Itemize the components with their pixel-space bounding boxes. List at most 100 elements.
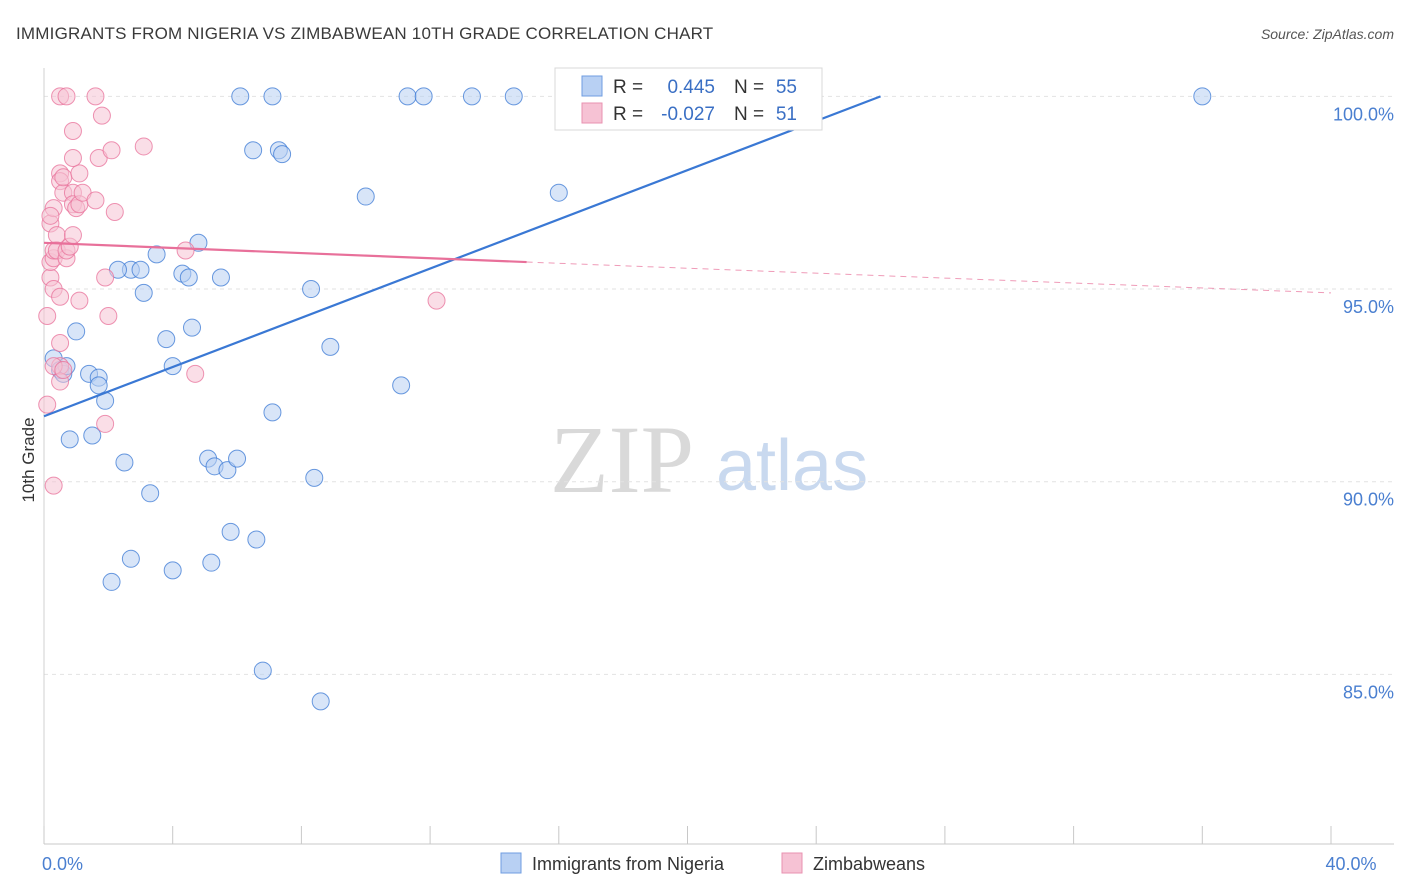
pink-point-24 bbox=[63, 226, 82, 245]
blue-point-15 bbox=[163, 561, 182, 580]
pink-point-19 bbox=[54, 168, 73, 187]
pink-point-43 bbox=[96, 414, 115, 433]
blue-trend-line bbox=[43, 95, 881, 418]
blue-point-20 bbox=[147, 245, 166, 264]
legend-r-value-pink: -0.027 bbox=[661, 104, 715, 125]
blue-point-25 bbox=[183, 318, 202, 337]
blue-point-14 bbox=[141, 484, 160, 503]
pink-point-39 bbox=[102, 141, 121, 160]
watermark-zip: ZIP bbox=[550, 406, 694, 513]
pink-point-42 bbox=[99, 307, 118, 326]
pink-point-12 bbox=[51, 287, 70, 306]
bottom-legend-label-pink: Zimbabweans bbox=[813, 854, 925, 874]
legend-swatch-pink bbox=[581, 102, 603, 124]
pink-point-40 bbox=[105, 202, 124, 221]
pink-point-38 bbox=[92, 106, 111, 125]
blue-point-42 bbox=[321, 337, 340, 356]
stats-legend: R = 0.445 N = 55 R = -0.027 N = 51 bbox=[554, 67, 823, 131]
blue-point-52 bbox=[549, 183, 568, 202]
blue-point-54 bbox=[1193, 87, 1212, 106]
pink-point-1 bbox=[44, 476, 63, 495]
pink-point-44 bbox=[134, 137, 153, 156]
x-tick-label-0: 0.0% bbox=[42, 854, 83, 874]
bottom-legend-label-blue: Immigrants from Nigeria bbox=[532, 854, 725, 874]
y-tick-label-2: 90.0% bbox=[1343, 490, 1394, 510]
pink-point-47 bbox=[427, 291, 446, 310]
pink-point-50 bbox=[41, 206, 60, 225]
pink-point-0 bbox=[38, 395, 57, 414]
legend-r-value-blue: 0.445 bbox=[667, 77, 715, 98]
pink-point-13 bbox=[51, 333, 70, 352]
blue-point-50 bbox=[504, 87, 523, 106]
series-nigeria-points bbox=[44, 87, 1212, 711]
series-zimbabweans-points bbox=[38, 87, 446, 495]
y-tick-labels: 100.0% 95.0% 90.0% 85.0% bbox=[1333, 104, 1394, 702]
y-tick-label-0: 100.0% bbox=[1333, 104, 1394, 124]
pink-point-49 bbox=[54, 360, 73, 379]
blue-point-12 bbox=[121, 549, 140, 568]
pink-point-32 bbox=[70, 291, 89, 310]
blue-point-10 bbox=[83, 426, 102, 445]
blue-point-18 bbox=[131, 260, 150, 279]
blue-point-34 bbox=[247, 530, 266, 549]
axes bbox=[43, 68, 1394, 845]
blue-point-16 bbox=[134, 283, 153, 302]
bottom-legend-swatch-pink bbox=[781, 852, 803, 874]
pink-trend-extension bbox=[526, 261, 1332, 294]
blue-point-24 bbox=[179, 268, 198, 287]
blue-point-13 bbox=[102, 572, 121, 591]
trend-lines bbox=[43, 95, 1332, 418]
blue-point-49 bbox=[462, 87, 481, 106]
watermark: ZIP atlas bbox=[550, 406, 868, 513]
watermark-atlas: atlas bbox=[716, 426, 868, 506]
blue-point-36 bbox=[263, 87, 282, 106]
legend-swatch-blue bbox=[581, 75, 603, 97]
blue-point-53 bbox=[392, 376, 411, 395]
blue-point-31 bbox=[228, 449, 247, 468]
y-tick-label-3: 85.0% bbox=[1343, 682, 1394, 702]
blue-point-21 bbox=[157, 330, 176, 349]
pink-point-30 bbox=[63, 122, 82, 141]
blue-point-5 bbox=[60, 430, 79, 449]
blue-point-45 bbox=[311, 692, 330, 711]
blue-point-11 bbox=[115, 453, 134, 472]
bottom-legend: Immigrants from Nigeria Zimbabweans bbox=[500, 852, 925, 874]
blue-point-8 bbox=[89, 376, 108, 395]
blue-point-46 bbox=[356, 187, 375, 206]
x-tick-labels: 0.0% 40.0% bbox=[42, 854, 1377, 874]
chart-title: IMMIGRANTS FROM NIGERIA VS ZIMBABWEAN 10… bbox=[16, 24, 713, 43]
pink-point-41 bbox=[96, 268, 115, 287]
blue-point-48 bbox=[414, 87, 433, 106]
blue-point-47 bbox=[398, 87, 417, 106]
blue-point-44 bbox=[253, 661, 272, 680]
pink-point-45 bbox=[176, 241, 195, 260]
legend-n-value-blue: 55 bbox=[776, 77, 797, 98]
gridlines bbox=[44, 95, 1394, 675]
blue-point-33 bbox=[221, 522, 240, 541]
blue-point-43 bbox=[305, 468, 324, 487]
blue-point-32 bbox=[202, 553, 221, 572]
y-axis-label: 10th Grade bbox=[19, 417, 38, 502]
pink-trend-line bbox=[43, 241, 527, 264]
blue-point-39 bbox=[273, 145, 292, 164]
y-tick-label-1: 95.0% bbox=[1343, 297, 1394, 317]
blue-point-29 bbox=[211, 268, 230, 287]
legend-r-label-pink: R = bbox=[613, 104, 643, 125]
legend-n-label-pink: N = bbox=[734, 104, 764, 125]
blue-point-41 bbox=[302, 280, 321, 299]
pink-point-36 bbox=[86, 191, 105, 210]
legend-n-label-blue: N = bbox=[734, 77, 764, 98]
bottom-legend-swatch-blue bbox=[500, 852, 522, 874]
blue-point-40 bbox=[263, 403, 282, 422]
blue-point-35 bbox=[231, 87, 250, 106]
pink-point-2 bbox=[38, 307, 57, 326]
pink-point-34 bbox=[57, 87, 76, 106]
x-tick-label-1: 40.0% bbox=[1325, 854, 1376, 874]
pink-point-46 bbox=[186, 364, 205, 383]
source-text: Source: ZipAtlas.com bbox=[1261, 26, 1394, 42]
pink-point-29 bbox=[63, 149, 82, 168]
blue-point-30 bbox=[218, 461, 237, 480]
blue-point-4 bbox=[67, 322, 86, 341]
blue-point-37 bbox=[244, 141, 263, 160]
